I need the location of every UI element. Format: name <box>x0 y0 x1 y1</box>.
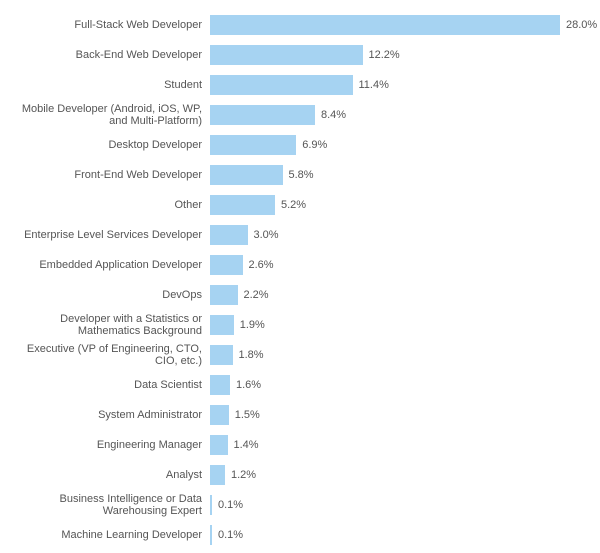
bar <box>210 105 315 125</box>
chart-row: Front-End Web Developer 5.8% <box>0 160 600 190</box>
bar-value: 28.0% <box>566 19 597 31</box>
bar-area: 2.2% <box>210 280 600 310</box>
bar-area: 8.4% <box>210 100 600 130</box>
bar-label: Student <box>0 79 210 91</box>
bar <box>210 405 229 425</box>
bar <box>210 15 560 35</box>
bar-value: 0.1% <box>218 529 243 541</box>
bar-label: Full-Stack Web Developer <box>0 19 210 31</box>
bar-value: 1.5% <box>235 409 260 421</box>
bar-value: 1.6% <box>236 379 261 391</box>
bar-value: 1.9% <box>240 319 265 331</box>
chart-row: Enterprise Level Services Developer 3.0% <box>0 220 600 250</box>
bar-value: 1.4% <box>234 439 259 451</box>
bar-label: Analyst <box>0 469 210 481</box>
bar-label: Back-End Web Developer <box>0 49 210 61</box>
bar-value: 6.9% <box>302 139 327 151</box>
bar <box>210 315 234 335</box>
bar-label: Front-End Web Developer <box>0 169 210 181</box>
bar-value: 2.2% <box>244 289 269 301</box>
bar-area: 0.1% <box>210 490 600 520</box>
bar <box>210 195 275 215</box>
bar <box>210 45 363 65</box>
bar-label: Desktop Developer <box>0 139 210 151</box>
bar-area: 1.9% <box>210 310 600 340</box>
bar <box>210 225 248 245</box>
bar-value: 5.8% <box>289 169 314 181</box>
bar <box>210 375 230 395</box>
bar-value: 12.2% <box>369 49 400 61</box>
chart-row: Executive (VP of Engineering, CTO, CIO, … <box>0 340 600 370</box>
bar-label: Enterprise Level Services Developer <box>0 229 210 241</box>
bar-label: Business Intelligence or Data Warehousin… <box>0 493 210 517</box>
chart-row: Data Scientist 1.6% <box>0 370 600 400</box>
bar-area: 5.8% <box>210 160 600 190</box>
bar <box>210 165 283 185</box>
bar-area: 2.6% <box>210 250 600 280</box>
bar-area: 0.1% <box>210 520 600 550</box>
bar-area: 1.5% <box>210 400 600 430</box>
bar <box>210 135 296 155</box>
bar-area: 12.2% <box>210 40 600 70</box>
bar-area: 3.0% <box>210 220 600 250</box>
bar-area: 28.0% <box>210 10 600 40</box>
bar-label: Developer with a Statistics or Mathemati… <box>0 313 210 337</box>
bar-label: DevOps <box>0 289 210 301</box>
bar-value: 5.2% <box>281 199 306 211</box>
bar-label: Executive (VP of Engineering, CTO, CIO, … <box>0 343 210 367</box>
bar-area: 6.9% <box>210 130 600 160</box>
bar-value: 1.2% <box>231 469 256 481</box>
chart-row: Business Intelligence or Data Warehousin… <box>0 490 600 520</box>
chart-row: Mobile Developer (Android, iOS, WP, and … <box>0 100 600 130</box>
chart-row: System Administrator 1.5% <box>0 400 600 430</box>
bar <box>210 525 212 545</box>
chart-row: DevOps 2.2% <box>0 280 600 310</box>
chart-row: Engineering Manager 1.4% <box>0 430 600 460</box>
bar <box>210 465 225 485</box>
bar-value: 8.4% <box>321 109 346 121</box>
chart-row: Embedded Application Developer 2.6% <box>0 250 600 280</box>
bar <box>210 75 353 95</box>
bar-value: 3.0% <box>254 229 279 241</box>
bar <box>210 345 233 365</box>
chart-row: Other 5.2% <box>0 190 600 220</box>
bar-area: 5.2% <box>210 190 600 220</box>
bar-value: 0.1% <box>218 499 243 511</box>
bar-area: 1.2% <box>210 460 600 490</box>
chart-row: Student 11.4% <box>0 70 600 100</box>
bar <box>210 285 238 305</box>
bar <box>210 255 243 275</box>
chart-row: Machine Learning Developer 0.1% <box>0 520 600 550</box>
chart-row: Analyst 1.2% <box>0 460 600 490</box>
chart-row: Full-Stack Web Developer 28.0% <box>0 10 600 40</box>
bar-label: Mobile Developer (Android, iOS, WP, and … <box>0 103 210 127</box>
chart-row: Back-End Web Developer 12.2% <box>0 40 600 70</box>
bar-label: Machine Learning Developer <box>0 529 210 541</box>
bar-value: 11.4% <box>359 79 389 91</box>
bar <box>210 495 212 515</box>
bar-label: Other <box>0 199 210 211</box>
bar-label: Data Scientist <box>0 379 210 391</box>
bar-area: 1.8% <box>210 340 600 370</box>
horizontal-bar-chart: Full-Stack Web Developer 28.0% Back-End We… <box>0 0 600 550</box>
bar-area: 11.4% <box>210 70 600 100</box>
bar-label: System Administrator <box>0 409 210 421</box>
bar-value: 1.8% <box>239 349 264 361</box>
bar-label: Embedded Application Developer <box>0 259 210 271</box>
bar-value: 2.6% <box>249 259 274 271</box>
bar <box>210 435 228 455</box>
bar-label: Engineering Manager <box>0 439 210 451</box>
chart-row: Desktop Developer 6.9% <box>0 130 600 160</box>
chart-row: Developer with a Statistics or Mathemati… <box>0 310 600 340</box>
bar-area: 1.6% <box>210 370 600 400</box>
bar-area: 1.4% <box>210 430 600 460</box>
